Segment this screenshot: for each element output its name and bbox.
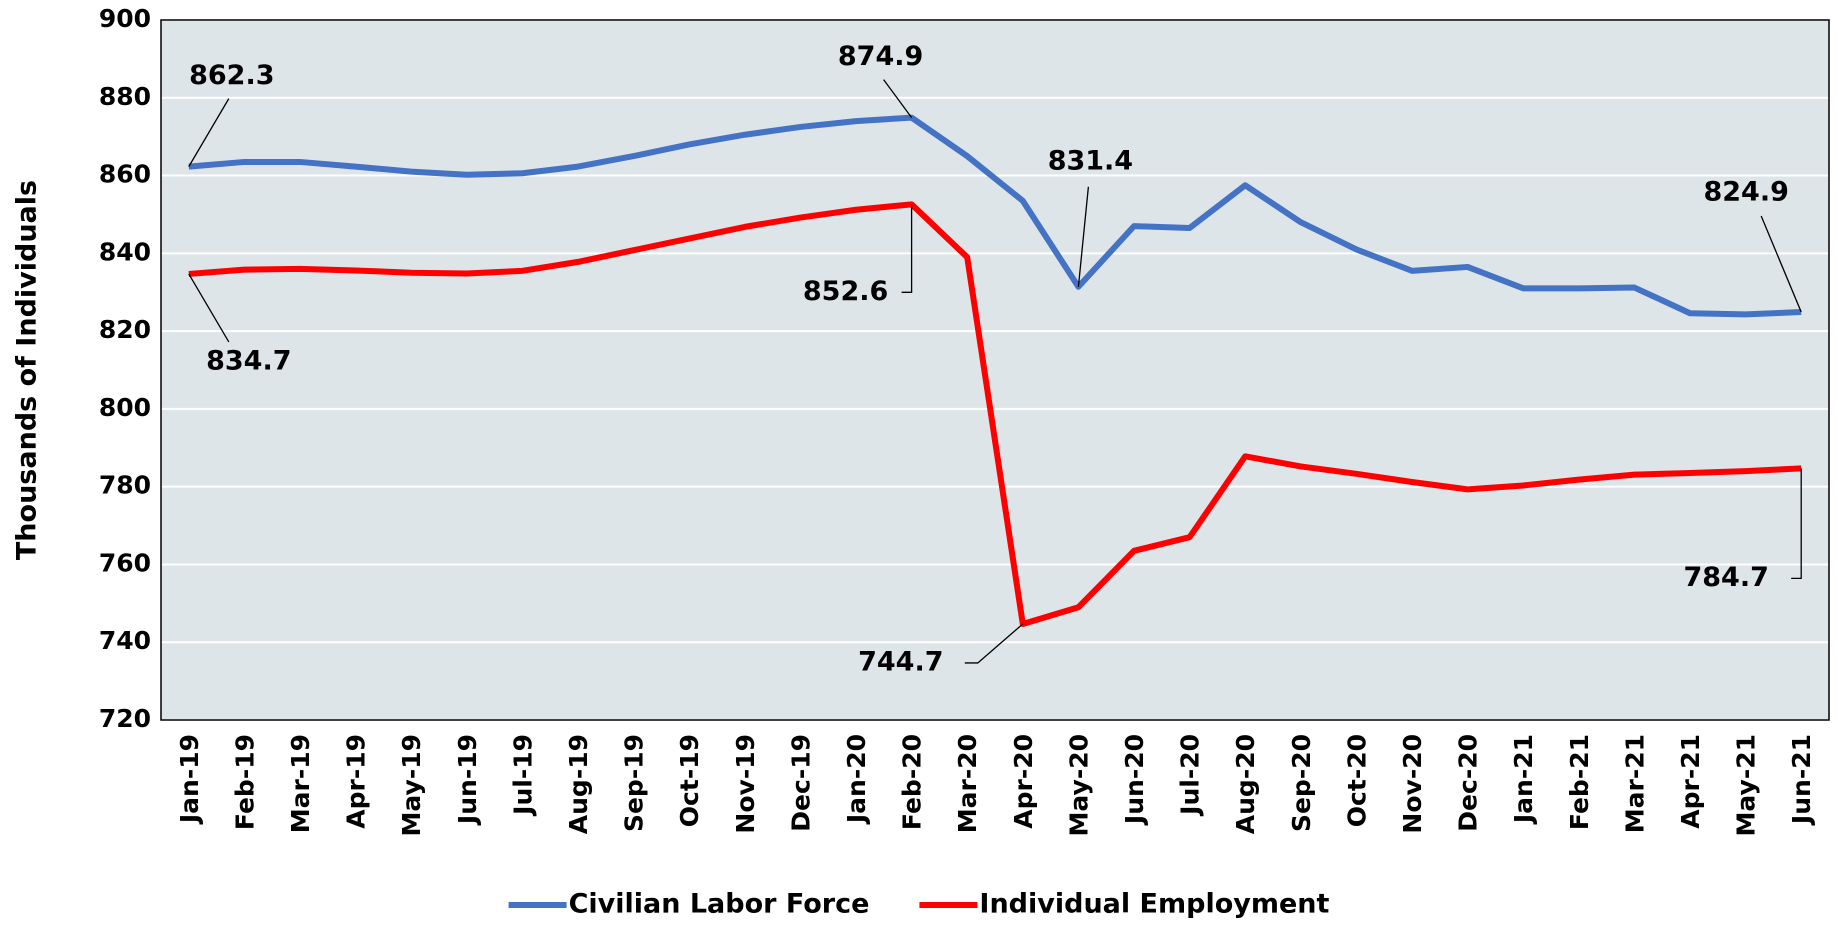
legend-item: Civilian Labor Force [508, 889, 870, 920]
data-label: 831.4 [1048, 145, 1133, 176]
y-tick-label: 780 [99, 471, 151, 500]
x-tick-label: Mar-20 [953, 734, 982, 833]
x-tick-label: Feb-19 [230, 734, 259, 830]
leader-line [188, 273, 230, 343]
legend: Civilian Labor Force Individual Employmen… [508, 889, 1330, 920]
data-label: 784.7 [1683, 562, 1768, 593]
x-tick-label: Jan-21 [1509, 734, 1538, 825]
data-label: 862.3 [189, 60, 274, 91]
y-tick-label: 880 [99, 82, 151, 111]
data-label: 852.6 [803, 276, 888, 307]
x-tick-label: May-20 [1064, 734, 1093, 836]
x-tick-label: May-21 [1732, 734, 1761, 836]
x-tick-label: Nov-20 [1398, 734, 1427, 834]
x-tick-label: Jun-19 [453, 734, 482, 826]
x-tick-label: Sep-20 [1287, 734, 1316, 832]
x-tick-label: Sep-19 [620, 734, 649, 832]
x-tick-label: Dec-20 [1454, 734, 1483, 832]
x-tick-label: Jan-20 [842, 734, 871, 825]
x-tick-label: Jun-20 [1120, 734, 1149, 826]
data-label: 834.7 [206, 345, 291, 376]
leader-line [1077, 186, 1090, 287]
y-tick-label: 820 [99, 315, 151, 344]
leader-line [1791, 468, 1802, 580]
x-tick-label: Feb-20 [898, 734, 927, 830]
leader-line [188, 98, 230, 167]
x-tick-label: May-19 [397, 734, 426, 836]
x-tick-label: Oct-20 [1342, 734, 1371, 827]
x-tick-label: Jul-20 [1176, 734, 1205, 817]
legend-label: Civilian Labor Force [569, 889, 870, 920]
x-tick-label: Apr-21 [1676, 734, 1705, 829]
y-axis-label: Thousands of Individuals [12, 180, 43, 560]
y-tick-label: 800 [99, 393, 151, 422]
x-tick-label: Dec-19 [786, 734, 815, 832]
series-line [188, 201, 1802, 627]
leader-line [901, 204, 913, 293]
x-tick-label: Mar-21 [1620, 734, 1649, 833]
x-tick-label: Mar-19 [286, 734, 315, 833]
x-tick-label: Aug-20 [1231, 734, 1260, 834]
lines [188, 114, 1802, 627]
leader-line [964, 623, 1024, 664]
legend-item: Individual Employment [919, 889, 1330, 920]
y-tick-label: 740 [99, 626, 151, 655]
x-tick-label: Jun-21 [1787, 734, 1816, 826]
legend-label: Individual Employment [979, 889, 1329, 920]
y-tick-label: 900 [99, 4, 151, 33]
data-label: 824.9 [1703, 177, 1788, 208]
y-tick-label: 720 [99, 704, 151, 733]
data-label: 874.9 [838, 41, 923, 72]
y-tick-label: 840 [99, 237, 151, 266]
data-label: 744.7 [858, 646, 943, 677]
y-tick-label: 760 [99, 548, 151, 577]
x-tick-label: Jul-19 [508, 734, 537, 817]
plot-border [160, 19, 1830, 721]
x-tick-label: Nov-19 [731, 734, 760, 834]
x-tick-label: Oct-19 [675, 734, 704, 827]
x-tick-label: Jan-19 [175, 734, 204, 825]
y-tick-label: 860 [99, 160, 151, 189]
leader-line [883, 79, 913, 118]
x-tick-label: Feb-21 [1565, 734, 1594, 830]
series-line [188, 114, 1802, 318]
x-tick-label: Aug-19 [564, 734, 593, 834]
leader-line [1760, 215, 1802, 313]
x-tick-label: Apr-20 [1009, 734, 1038, 829]
x-tick-label: Apr-19 [342, 734, 371, 829]
plot-area [161, 20, 1829, 720]
